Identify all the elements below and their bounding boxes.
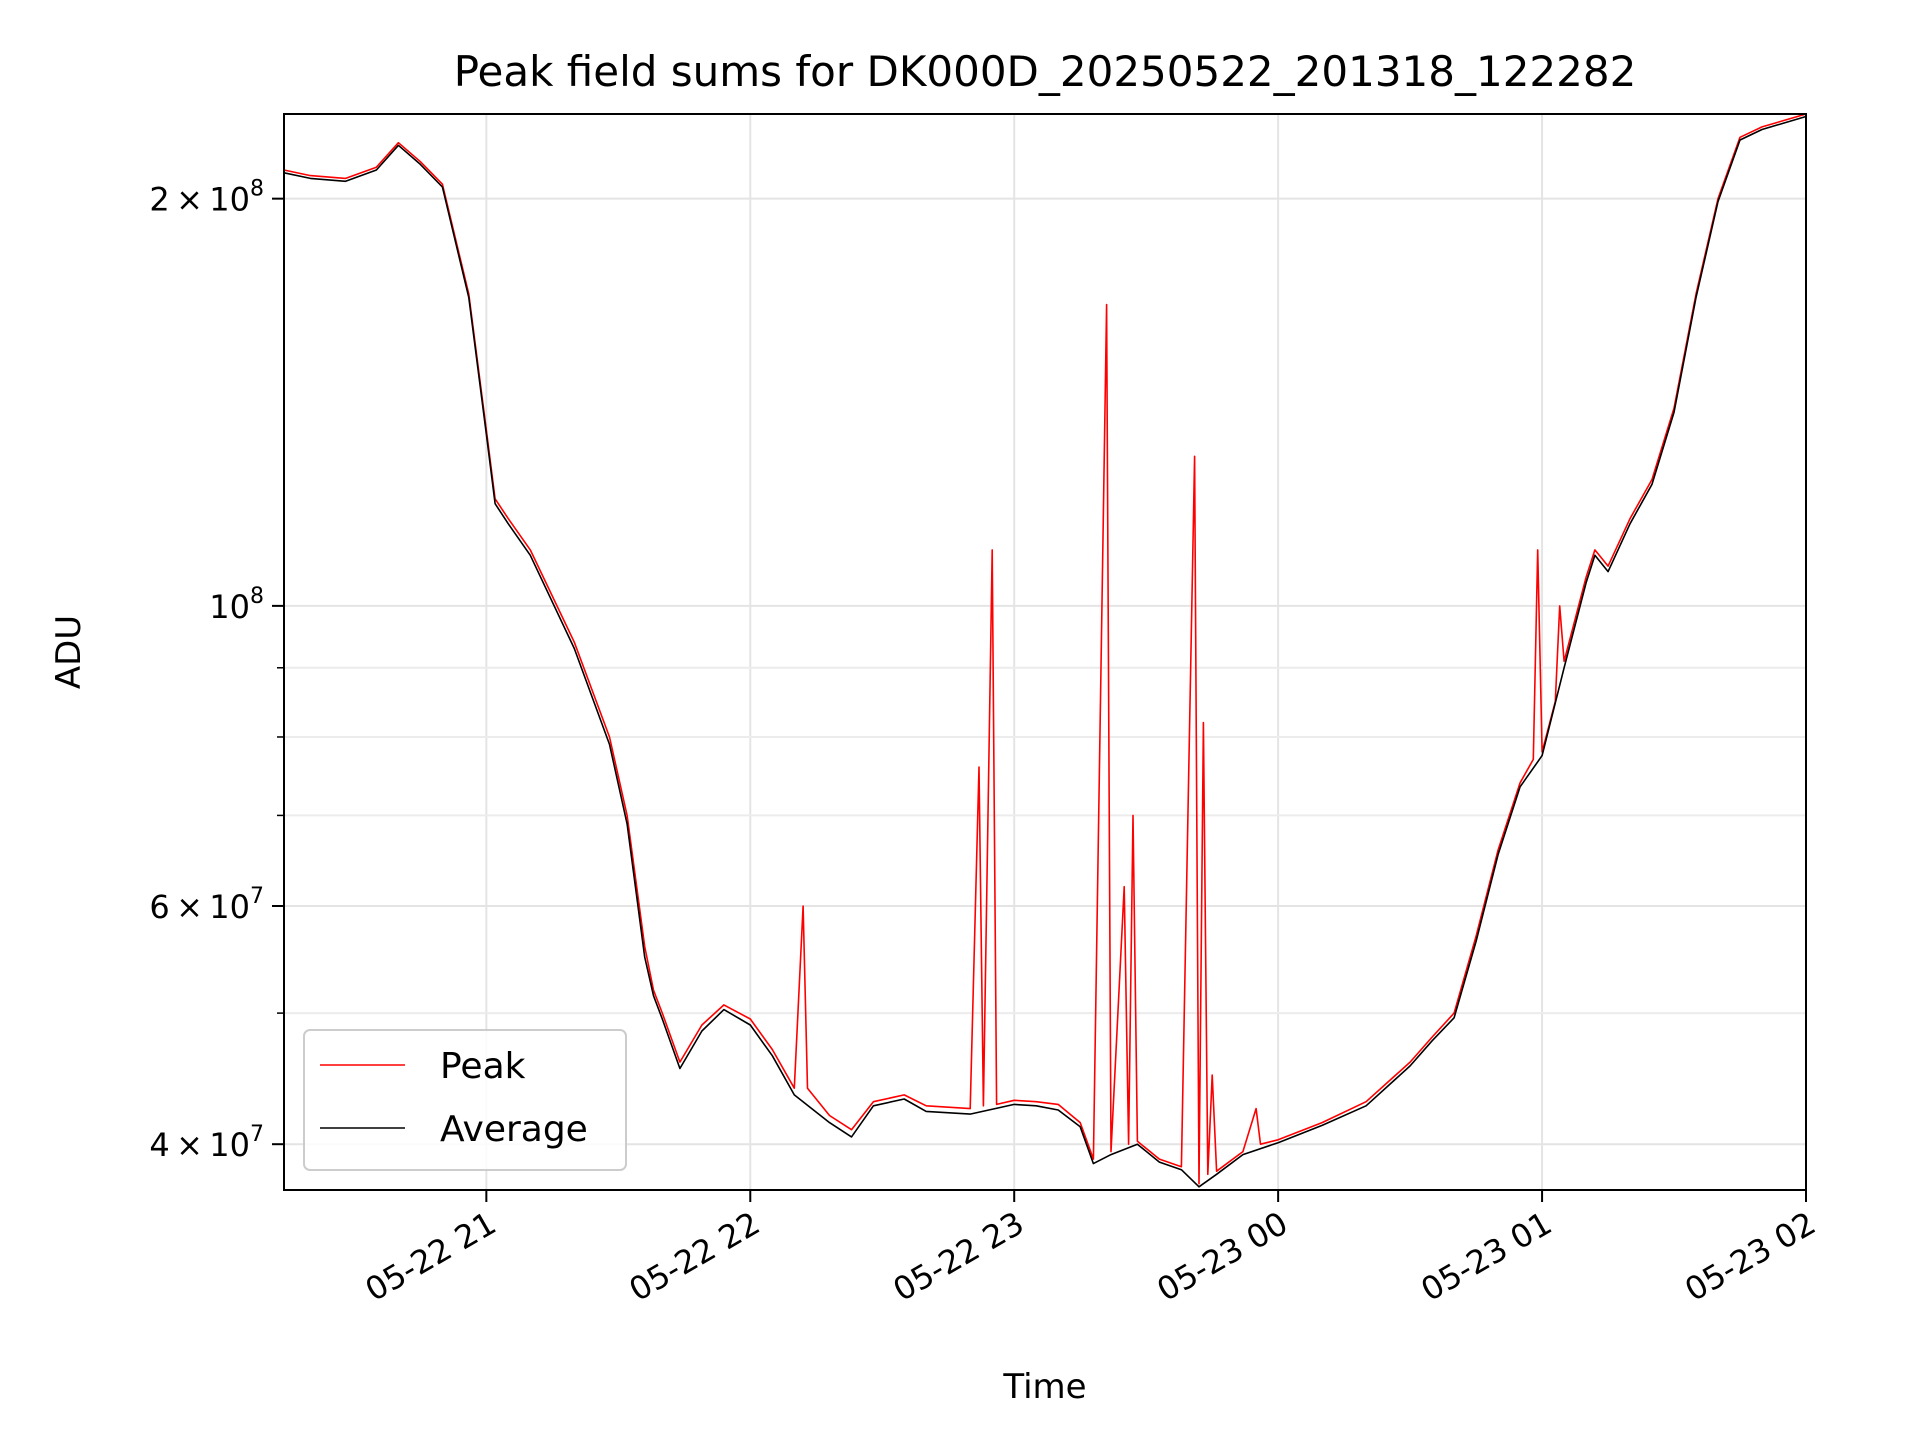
y-tick-label: 108 (209, 584, 264, 626)
y-axis-label: ADU (49, 615, 89, 689)
y-tick-exponent: 8 (250, 177, 264, 202)
legend-label-peak: Peak (440, 1046, 526, 1087)
y-tick-mantissa: 2 (149, 181, 169, 219)
y-tick-times: × (170, 888, 210, 926)
chart-title: Peak field sums for DK000D_20250522_2013… (454, 47, 1637, 96)
y-tick-exponent: 7 (250, 1122, 264, 1147)
y-tick-mantissa: 6 (149, 888, 169, 926)
legend: Peak Average (303, 1029, 627, 1171)
y-tick-mantissa: 4 (149, 1126, 169, 1164)
legend-label-average: Average (440, 1109, 588, 1150)
y-tick-base: 10 (209, 888, 250, 926)
y-tick-base: 10 (209, 588, 250, 626)
y-tick-label: 2 × 108 (149, 177, 264, 219)
x-axis-label: Time (1002, 1367, 1086, 1407)
plot-frame (283, 113, 1807, 1191)
y-tick-label: 4 × 107 (149, 1122, 264, 1164)
y-tick-exponent: 7 (250, 884, 264, 909)
y-tick-base: 10 (209, 181, 250, 219)
y-tick-times: × (170, 1126, 210, 1164)
series-layer (283, 113, 1807, 1188)
y-tick-label: 6 × 107 (149, 884, 264, 926)
series-line-peak (283, 113, 1807, 1185)
y-tick-exponent: 8 (250, 584, 264, 609)
series-line-average (283, 115, 1807, 1188)
y-tick-times: × (170, 181, 210, 219)
y-tick-base: 10 (209, 1126, 250, 1164)
